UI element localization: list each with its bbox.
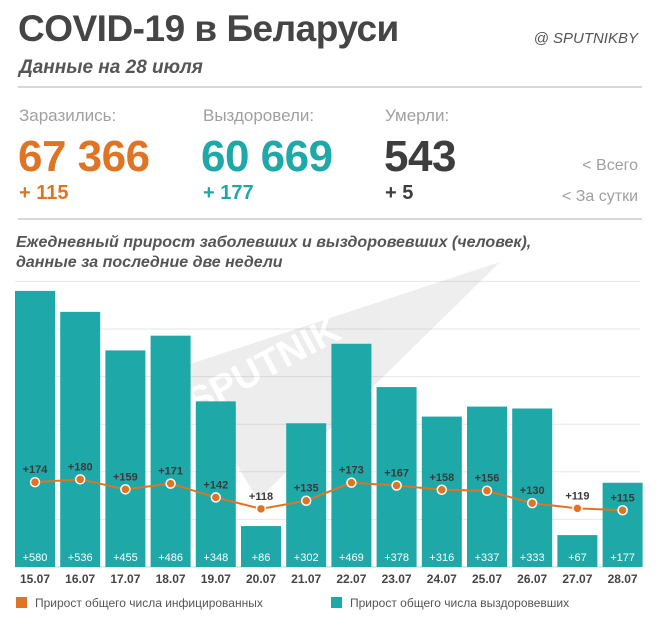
point-label-infected: +115: [611, 492, 635, 504]
bar-recovered: [150, 335, 191, 567]
header-divider: [18, 86, 642, 88]
bar-recovered: [376, 387, 417, 567]
point-infected: [436, 484, 448, 496]
watermark-wedge: [178, 262, 500, 500]
deaths-label: Умерли:: [385, 106, 450, 125]
point-infected: [120, 484, 131, 495]
x-tick-label: 27.07: [562, 572, 592, 586]
point-infected: [165, 478, 176, 489]
recovered-total: 60 669: [201, 132, 333, 181]
x-tick-label: 21.07: [291, 572, 321, 586]
bar-recovered: [421, 416, 462, 567]
point-infected: [74, 474, 86, 485]
bar-label-recovered: +348: [203, 552, 228, 564]
hint-total: < Всего: [582, 157, 638, 174]
infected-series-line: [34, 478, 623, 512]
point-label-infected: +171: [158, 466, 183, 478]
point-label-infected: +130: [520, 485, 545, 497]
x-tick-label: 25.07: [472, 572, 502, 586]
x-tick-label: 16.07: [65, 572, 95, 586]
legend-infected: Прирост общего числа инфицированных: [16, 596, 263, 610]
legend-infected-label: Прирост общего числа инфицированных: [35, 596, 263, 610]
point-label-infected: +174: [23, 464, 49, 476]
point-label-infected: +173: [339, 465, 364, 477]
point-label-infected: +180: [68, 461, 93, 473]
legend-recovered-label: Прирост общего числа выздоровевших: [350, 596, 570, 610]
x-tick-label: 23.07: [382, 572, 412, 586]
point-label-infected: +142: [203, 479, 228, 491]
x-tick-label: 17.07: [110, 572, 140, 586]
bar-label-recovered: +316: [429, 552, 454, 564]
x-tick-label: 28.07: [608, 572, 638, 586]
deaths-daily: + 5: [385, 182, 414, 204]
bar-recovered: [60, 311, 101, 567]
infected-daily: + 115: [19, 182, 69, 204]
sputnik-watermark: SPUTNIK: [178, 262, 500, 500]
bar-label-recovered: +337: [475, 552, 500, 564]
recovered-label: Выздоровели:: [203, 106, 315, 125]
point-label-infected: +118: [249, 491, 273, 503]
bar-label-recovered: +67: [568, 552, 587, 564]
point-infected: [300, 495, 312, 506]
bar-recovered: [195, 401, 236, 567]
bar-recovered: [286, 423, 327, 567]
infected-total: 67 366: [18, 132, 150, 181]
point-label-infected: +156: [475, 473, 500, 485]
x-tick-label: 26.07: [517, 572, 547, 586]
point-label-infected: +119: [565, 490, 589, 502]
bar-recovered: [467, 406, 507, 567]
bar-label-recovered: +333: [520, 552, 545, 564]
bar-label-recovered: +86: [252, 552, 271, 564]
deaths-total: 543: [384, 132, 456, 181]
point-infected: [617, 505, 628, 516]
legend-swatch-infected: [16, 597, 27, 608]
point-infected: [481, 485, 493, 496]
x-tick-label: 20.07: [246, 572, 276, 586]
point-infected: [29, 476, 41, 488]
legend-swatch-recovered: [331, 597, 342, 608]
hint-daily: < За сутки: [561, 188, 638, 205]
watermark-text: SPUTNIK: [181, 308, 348, 424]
brand-handle: @ SPUTNIKBY: [533, 30, 638, 47]
bar-recovered: [241, 526, 281, 567]
page-subtitle: Данные на 28 июля: [19, 57, 203, 78]
bar-label-recovered: +469: [339, 552, 364, 564]
x-tick-label: 24.07: [427, 572, 457, 586]
bar-recovered: [512, 408, 553, 567]
legend-recovered: Прирост общего числа выздоровевших: [331, 596, 569, 610]
bar-recovered: [331, 343, 372, 567]
recovered-daily: + 177: [203, 182, 254, 204]
point-label-infected: +158: [429, 472, 454, 484]
stats-divider: [18, 218, 642, 220]
chart-grid: [15, 280, 640, 568]
bar-recovered: [602, 482, 643, 567]
bar-label-recovered: +378: [384, 552, 409, 564]
bar-label-recovered: +302: [294, 552, 319, 564]
bar-label-recovered: +536: [68, 552, 93, 564]
bar-recovered: [15, 290, 55, 567]
bar-label-recovered: +177: [610, 552, 635, 564]
x-tick-label: 19.07: [201, 572, 231, 586]
point-label-infected: +167: [384, 468, 409, 480]
point-infected: [572, 503, 583, 514]
point-infected: [255, 503, 267, 515]
bar-recovered: [105, 350, 146, 567]
bar-label-recovered: +486: [158, 552, 183, 564]
x-tick-label: 15.07: [20, 572, 50, 586]
bar-label-recovered: +580: [23, 552, 48, 564]
point-infected: [391, 480, 402, 491]
chart-title: Ежедневный прирост заболевших и выздоров…: [16, 234, 532, 271]
point-label-infected: +159: [113, 471, 138, 483]
x-tick-label: 18.07: [156, 572, 186, 586]
x-tick-label: 22.07: [336, 572, 366, 586]
point-infected: [210, 492, 222, 503]
bar-label-recovered: +455: [113, 552, 138, 564]
point-infected: [346, 477, 357, 488]
point-label-infected: +135: [294, 483, 319, 495]
point-infected: [526, 497, 538, 509]
bar-recovered: [557, 535, 598, 567]
page-title: COVID-19 в Беларуси: [18, 8, 399, 49]
infected-label: Заразились:: [19, 106, 117, 125]
